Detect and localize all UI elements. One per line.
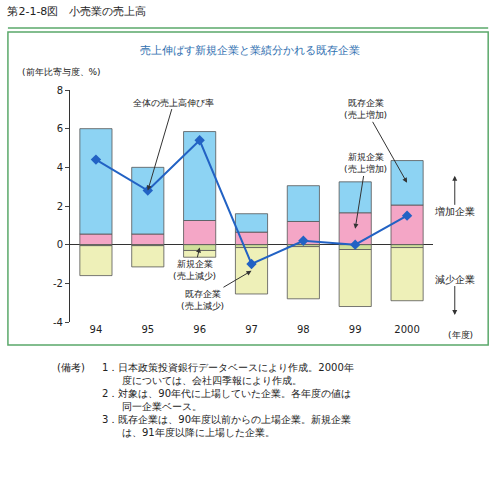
svg-text:6: 6 xyxy=(57,123,63,134)
svg-text:2000: 2000 xyxy=(394,324,419,335)
svg-text:(年度): (年度) xyxy=(448,330,473,340)
svg-text:8: 8 xyxy=(57,85,63,96)
svg-text:-2: -2 xyxy=(53,278,63,289)
svg-text:既存企業(売上増加): 既存企業(売上増加) xyxy=(344,98,387,120)
svg-text:第2-1-8図 小売業の売上高: 第2-1-8図 小売業の売上高 xyxy=(7,5,146,18)
svg-text:95: 95 xyxy=(141,324,154,335)
svg-text:96: 96 xyxy=(193,324,206,335)
svg-text:98: 98 xyxy=(297,324,310,335)
svg-text:売上伸ばす新規企業と業績分かれる既存企業: 売上伸ばす新規企業と業績分かれる既存企業 xyxy=(140,44,360,57)
svg-text:0: 0 xyxy=(57,239,63,250)
svg-text:94: 94 xyxy=(90,324,103,335)
svg-text:1．日本政策投資銀行データベースにより作成。2000年 度: 1．日本政策投資銀行データベースにより作成。2000年 度については、会社四季報… xyxy=(102,362,354,438)
svg-text:97: 97 xyxy=(245,324,258,335)
svg-text:(備考): (備考) xyxy=(57,362,85,373)
svg-text:増加企業: 増加企業 xyxy=(434,206,475,217)
svg-text:新規企業(売上減少): 新規企業(売上減少) xyxy=(173,259,216,281)
svg-text:(前年比寄与度、%): (前年比寄与度、%) xyxy=(22,67,101,77)
svg-text:既存企業(売上減少): 既存企業(売上減少) xyxy=(181,289,224,311)
svg-text:4: 4 xyxy=(57,162,63,173)
svg-text:-4: -4 xyxy=(53,317,63,328)
svg-text:新規企業(売上増加): 新規企業(売上増加) xyxy=(344,152,387,174)
svg-text:2: 2 xyxy=(57,201,63,212)
svg-text:99: 99 xyxy=(349,324,362,335)
svg-text:全体の売上高伸び率: 全体の売上高伸び率 xyxy=(133,98,214,108)
svg-text:減少企業: 減少企業 xyxy=(435,274,475,285)
